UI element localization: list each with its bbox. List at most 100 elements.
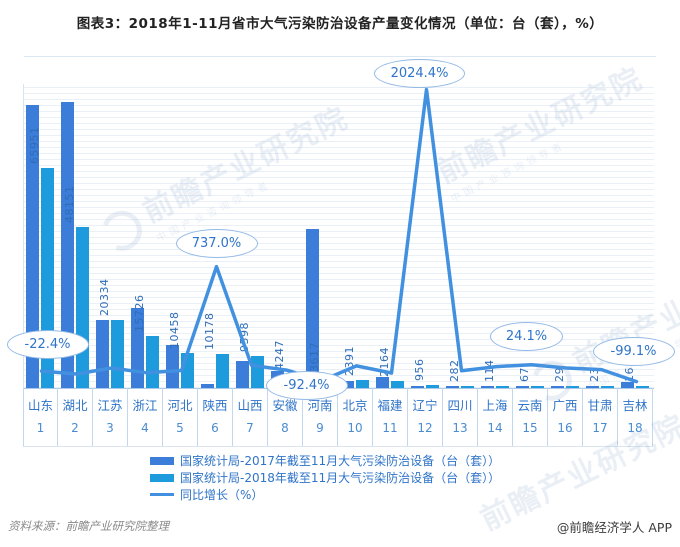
- bar-2017-陕西: [201, 384, 214, 388]
- bar-2018-上海: [496, 386, 509, 388]
- x-axis-index-label: 1: [36, 421, 45, 435]
- x-axis-category-label: 湖北: [62, 398, 88, 413]
- bar-2018-福建: [391, 381, 404, 388]
- bar-2017-吉林: [621, 382, 634, 388]
- x-axis-cell-吉林: 吉林 18: [618, 388, 653, 446]
- bar-2018-四川: [461, 386, 474, 388]
- bar-2017-上海: [481, 386, 494, 388]
- x-axis-index-label: 7: [246, 421, 254, 435]
- x-axis-category-label: 山东: [27, 398, 53, 413]
- bar-2017-甘肃: [586, 386, 599, 388]
- legend-swatch-line-icon: [150, 493, 174, 496]
- legend-item: 国家统计局-2018年截至11月大气污染防治设备（台（套））: [150, 469, 500, 486]
- legend-item: 国家统计局-2017年截至11月大气污染防治设备（台（套））: [150, 452, 500, 469]
- plot-area: 65951 48151 20334 15726 10458 10178 9598 4247 36…: [23, 84, 654, 389]
- x-axis-cell-河南: 河南 9: [303, 388, 338, 446]
- x-axis-cell-上海: 上海 14: [478, 388, 513, 446]
- x-axis-index-label: 3: [106, 421, 114, 435]
- x-axis-cell-云南: 云南 15: [513, 388, 548, 446]
- bar-2018-陕西: [216, 354, 229, 388]
- x-axis-category-label: 陕西: [202, 398, 228, 413]
- x-axis-cell-福建: 福建 11: [373, 388, 408, 446]
- bar-2018-吉林: [636, 386, 649, 388]
- x-axis-cell-辽宁: 辽宁 12: [408, 388, 443, 446]
- x-axis-index-label: 11: [382, 421, 398, 435]
- bar-2017-辽宁: [411, 386, 424, 388]
- x-axis-index-label: 9: [316, 421, 324, 435]
- bar-2017-福建: [376, 377, 389, 388]
- x-axis-category-label: 辽宁: [412, 398, 438, 413]
- x-axis-category-label: 浙江: [132, 398, 158, 413]
- x-axis-cell-四川: 四川 13: [443, 388, 478, 446]
- legend: 国家统计局-2017年截至11月大气污染防治设备（台（套）） 国家统计局-2018…: [150, 452, 500, 503]
- x-axis-category-label: 河北: [167, 398, 193, 413]
- x-axis-cell-山西: 山西 7: [233, 388, 268, 446]
- x-axis-category-label: 四川: [447, 398, 473, 413]
- x-axis-category-label: 吉林: [622, 398, 648, 413]
- x-axis-cell-河北: 河北 5: [163, 388, 198, 446]
- legend-swatch-bar-icon: [150, 456, 174, 465]
- bar-2018-甘肃: [601, 386, 614, 388]
- bar-2018-广西: [566, 386, 579, 388]
- legend-item: 同比增长（%）: [150, 486, 500, 503]
- x-axis-category-label: 河南: [307, 398, 333, 413]
- x-axis-category-label: 江苏: [97, 398, 123, 413]
- bar-2017-河南: [306, 229, 319, 388]
- growth-callout-陕西: 737.0%: [175, 229, 258, 259]
- bar-2017-湖北: [61, 102, 74, 388]
- x-axis-category-label: 上海: [482, 398, 508, 413]
- x-axis-index-label: 16: [557, 421, 573, 435]
- bar-2017-广西: [551, 386, 564, 388]
- x-axis-category-label: 云南: [517, 398, 543, 413]
- bar-2017-四川: [446, 386, 459, 388]
- bar-2018-浙江: [146, 336, 159, 388]
- bar-2018-云南: [531, 386, 544, 388]
- growth-line: [39, 87, 639, 384]
- x-axis-index-label: 8: [281, 421, 289, 435]
- x-axis-category-label: 广西: [552, 398, 578, 413]
- bar-2017-山东: [26, 105, 39, 388]
- x-axis-index-label: 17: [592, 421, 608, 435]
- chart-title: 图表3：2018年1-11月省市大气污染防治设备产量变化情况（单位：台（套），%…: [76, 16, 604, 32]
- growth-callout-河南: -92.4%: [265, 371, 348, 401]
- legend-label: 同比增长（%）: [180, 488, 264, 502]
- x-axis-index-label: 18: [627, 421, 643, 435]
- bar-2017-山西: [236, 361, 249, 388]
- x-axis: 山东 1 湖北 2 江苏 3 浙江 4 河北 5 陕西 6 山西 7 安徽 8 河南 9 北京 10 福建 11 辽宁 12 四…: [23, 388, 653, 447]
- bar-2018-辽宁: [426, 385, 439, 388]
- x-axis-cell-湖北: 湖北 2: [58, 388, 93, 446]
- x-axis-cell-北京: 北京 10: [338, 388, 373, 446]
- x-axis-index-label: 4: [141, 421, 149, 435]
- bar-2017-北京: [341, 381, 354, 388]
- x-axis-cell-甘肃: 甘肃 17: [583, 388, 618, 446]
- title-divider: [24, 56, 656, 57]
- legend-label: 国家统计局-2018年截至11月大气污染防治设备（台（套））: [180, 471, 501, 485]
- bar-2018-北京: [356, 380, 369, 388]
- x-axis-index-label: 12: [417, 421, 433, 435]
- x-axis-cell-山东: 山东 1: [23, 388, 58, 446]
- x-axis-category-label: 福建: [377, 398, 403, 413]
- x-axis-index-label: 6: [211, 421, 219, 435]
- x-axis-index-label: 10: [347, 421, 363, 435]
- x-axis-index-label: 2: [71, 421, 79, 435]
- x-axis-index-label: 13: [452, 421, 468, 435]
- source-note: 资料来源：前瞻产业研究院整理: [8, 519, 169, 533]
- growth-callout-吉林: -99.1%: [592, 337, 675, 367]
- x-axis-cell-浙江: 浙江 4: [128, 388, 163, 446]
- x-axis-index-label: 14: [487, 421, 503, 435]
- x-axis-cell-江苏: 江苏 3: [93, 388, 128, 446]
- growth-callout-山东: -22.4%: [6, 329, 89, 359]
- x-axis-category-label: 甘肃: [587, 398, 613, 413]
- x-axis-index-label: 15: [522, 421, 538, 435]
- growth-callout-辽宁: 2024.4%: [374, 59, 465, 89]
- x-axis-cell-广西: 广西 16: [548, 388, 583, 446]
- legend-label: 国家统计局-2017年截至11月大气污染防治设备（台（套））: [180, 454, 501, 468]
- bar-2017-河北: [166, 345, 179, 388]
- x-axis-category-label: 安徽: [272, 398, 298, 413]
- legend-swatch-bar-icon: [150, 473, 174, 482]
- x-axis-index-label: 5: [176, 421, 184, 435]
- credit-note: @前瞻经济学人 APP: [556, 520, 672, 535]
- growth-callout-云南: 24.1%: [490, 322, 563, 352]
- x-axis-cell-安徽: 安徽 8: [268, 388, 303, 446]
